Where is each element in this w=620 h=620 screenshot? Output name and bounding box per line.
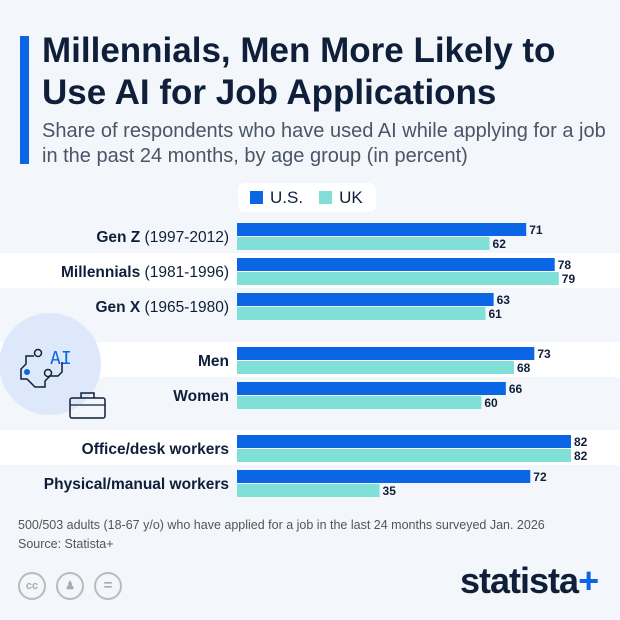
data-label: 71 <box>529 223 543 237</box>
category-label: Millennials (1981-1996) <box>61 264 229 281</box>
legend-swatch-us <box>250 191 263 204</box>
bar-us <box>237 223 527 236</box>
source: Source: Statista+ <box>18 537 114 551</box>
data-label: 62 <box>493 237 507 251</box>
ai-job-illustration: AI <box>0 313 106 419</box>
bar-uk <box>237 449 571 462</box>
bar-uk <box>237 361 514 374</box>
title-accent-bar <box>20 36 29 164</box>
bar-uk <box>237 396 482 409</box>
data-label: 66 <box>509 382 523 396</box>
legend: U.S. UK <box>238 183 376 212</box>
bar-uk <box>237 307 486 320</box>
survey-note: 500/503 adults (18-67 y/o) who have appl… <box>18 518 545 532</box>
data-label: 68 <box>517 361 531 375</box>
category-label: Men <box>198 353 229 370</box>
data-label: 63 <box>497 293 511 307</box>
data-label: 60 <box>484 396 498 410</box>
illustration-circle <box>0 313 101 415</box>
bar-us <box>237 470 531 483</box>
data-label: 72 <box>533 470 547 484</box>
bar-uk <box>237 237 490 250</box>
data-label: 82 <box>574 449 588 463</box>
circuit-head-icon <box>20 355 63 388</box>
bar-us <box>237 347 535 360</box>
ai-label: AI <box>50 348 72 369</box>
footnote: 500/503 adults (18-67 y/o) who have appl… <box>18 516 545 554</box>
creative-commons-icon[interactable]: cc <box>18 572 46 600</box>
legend-swatch-uk <box>319 191 333 204</box>
legend-label-uk: UK <box>339 187 363 207</box>
category-label: Women <box>173 388 229 405</box>
data-label: 78 <box>558 258 572 272</box>
bar-us <box>237 258 555 271</box>
data-label: 79 <box>562 272 576 286</box>
category-label: Gen Z (1997-2012) <box>96 229 229 246</box>
bar-uk <box>237 484 380 497</box>
bar-uk <box>237 272 559 285</box>
category-label: Physical/manual workers <box>44 476 229 493</box>
subtitle: Share of respondents who have used AI wh… <box>42 120 606 167</box>
bar-us <box>237 435 571 448</box>
attribution-icon[interactable]: ♟ <box>56 572 84 600</box>
legend-label-us: U.S. <box>270 187 304 207</box>
page-title: Millennials, Men More Likely to Use AI f… <box>42 31 556 112</box>
briefcase-icon <box>69 392 106 419</box>
statista-logo[interactable]: statista+ <box>460 560 599 601</box>
data-label: 61 <box>488 307 502 321</box>
data-label: 73 <box>537 347 551 361</box>
category-label: Office/desk workers <box>82 441 229 458</box>
category-label: Gen X (1965-1980) <box>95 299 229 316</box>
bar-us <box>237 382 506 395</box>
data-label: 35 <box>383 484 397 498</box>
data-label: 82 <box>574 435 588 449</box>
bar-us <box>237 293 494 306</box>
no-derivatives-icon[interactable]: = <box>94 572 122 600</box>
